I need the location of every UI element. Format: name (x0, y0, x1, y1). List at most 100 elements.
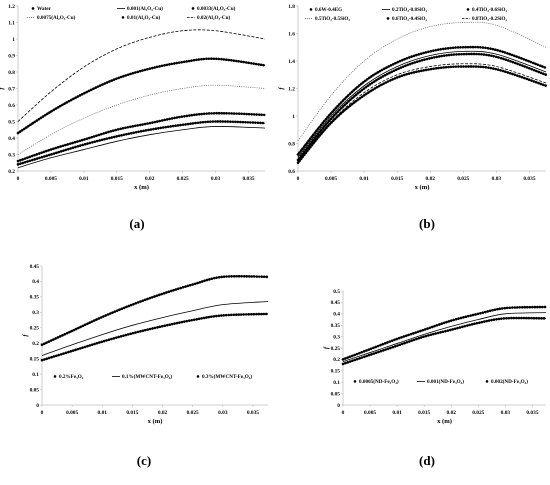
y-tick-label: 0.2 (32, 341, 39, 347)
data-point (149, 134, 150, 135)
legend-label: 0.5TiO₂-0.5SiO₂ (315, 16, 350, 22)
data-point (132, 333, 133, 334)
data-point (546, 307, 547, 308)
data-point (265, 115, 266, 116)
legend-marker (121, 16, 125, 19)
x-tick-label: 0.01 (392, 410, 402, 416)
data-point (18, 167, 19, 168)
data-point (331, 121, 332, 122)
data-point (83, 93, 84, 94)
legend-label: 0.2%Fe₃O₄ (59, 374, 84, 380)
series-2 (297, 50, 547, 158)
series-line-dotted-markers (40, 312, 270, 362)
x-tick-label: 0 (17, 176, 20, 182)
data-point (42, 344, 43, 345)
data-point (430, 58, 431, 59)
chart-panel-a: 0.2 0.3 0.4 0.5 0.6 0.7 0.8 0.9 1 1.1 1.2 0 0.005 0.0… (0, 4, 267, 231)
data-point (102, 341, 103, 342)
data-point (397, 345, 398, 346)
x-tick-label: 0.025 (187, 410, 199, 416)
data-point (397, 338, 398, 339)
legend-label: 0.2TiO₂-0.8SiO₂ (392, 7, 427, 13)
data-point (182, 30, 183, 31)
data-point (364, 61, 365, 62)
data-point (298, 157, 299, 158)
legend-label: 0.001(ND-Fe₃O₄) (427, 378, 464, 385)
series-line (297, 50, 547, 158)
data-point (298, 154, 299, 155)
data-point (298, 160, 299, 161)
y-tick-label: 0.25 (331, 346, 341, 352)
data-point (496, 50, 497, 51)
legend-marker (53, 375, 57, 378)
x-tick-label: 0.025 (177, 176, 189, 182)
data-point (424, 329, 425, 330)
data-point (149, 95, 150, 96)
data-point (182, 62, 183, 63)
data-point (51, 134, 52, 135)
data-point (265, 128, 266, 129)
y-tick-label: 1.6 (288, 31, 295, 37)
x-tick-label: 0.03 (211, 176, 221, 182)
data-point (343, 361, 344, 362)
series-1 (40, 312, 270, 362)
data-point (83, 144, 84, 145)
y-tick-label: 0.05 (30, 387, 40, 393)
data-point (18, 164, 19, 165)
data-point (397, 69, 398, 70)
data-point (102, 317, 103, 318)
legend-label: 0.6TiO₂-0.4SiO₂ (392, 16, 427, 22)
x-tick-label: 0.02 (158, 410, 168, 416)
legend-marker (353, 380, 357, 383)
y-tick-label: 0.35 (331, 323, 341, 329)
data-point (364, 81, 365, 82)
x-axis-label: x (m) (415, 184, 430, 191)
series-line (17, 29, 266, 122)
x-tick-label: 0.005 (325, 176, 337, 182)
panel-label: (b) (419, 216, 435, 231)
series-line-core (17, 112, 266, 162)
y-tick-label: 0.4 (8, 136, 15, 142)
x-tick-label: 0.035 (523, 176, 535, 182)
x-tick-label: 0.01 (79, 176, 89, 182)
data-point (215, 126, 216, 127)
data-point (463, 54, 464, 55)
series-5 (296, 52, 548, 162)
series-3 (40, 274, 270, 347)
data-point (215, 58, 216, 59)
series-line (17, 126, 266, 169)
x-tick-label: 0.005 (364, 410, 376, 416)
series-4 (297, 21, 547, 141)
y-tick-label: 0.5 (8, 119, 15, 125)
data-point (102, 334, 103, 335)
series-line-core (17, 58, 266, 134)
y-tick-label: 0.8 (8, 70, 15, 76)
legend: 0.6W-0.4EG 0.2TiO₂-0.8SiO₂ 0.4TiO₂-0.6SiO₂… (305, 7, 507, 22)
y-tick-label: 0.9 (8, 53, 15, 59)
x-tick-label: 0.02 (145, 176, 155, 182)
series-5 (16, 57, 267, 135)
data-point (222, 315, 223, 316)
data-point (430, 66, 431, 67)
y-tick-label: 0.45 (30, 264, 40, 270)
data-point (265, 123, 266, 124)
x-axis-label: x (m) (134, 184, 149, 191)
data-point (162, 293, 163, 294)
data-point (505, 308, 506, 309)
legend-marker (191, 7, 195, 10)
y-tick-label: 1.8 (288, 4, 295, 10)
data-point (397, 343, 398, 344)
data-point (51, 111, 52, 112)
data-point (397, 66, 398, 67)
series-line-core (297, 53, 547, 161)
x-axis-label: x (m) (437, 418, 452, 425)
series-line-dotted-markers (40, 274, 270, 347)
y-tick-label: 0.15 (331, 369, 341, 375)
legend-label: 0.6W-0.4EG (315, 7, 342, 13)
x-tick-label: 0.005 (66, 410, 78, 416)
data-point (397, 62, 398, 63)
series-1 (296, 65, 548, 165)
data-point (546, 312, 547, 313)
y-axis-label: f (323, 346, 330, 349)
